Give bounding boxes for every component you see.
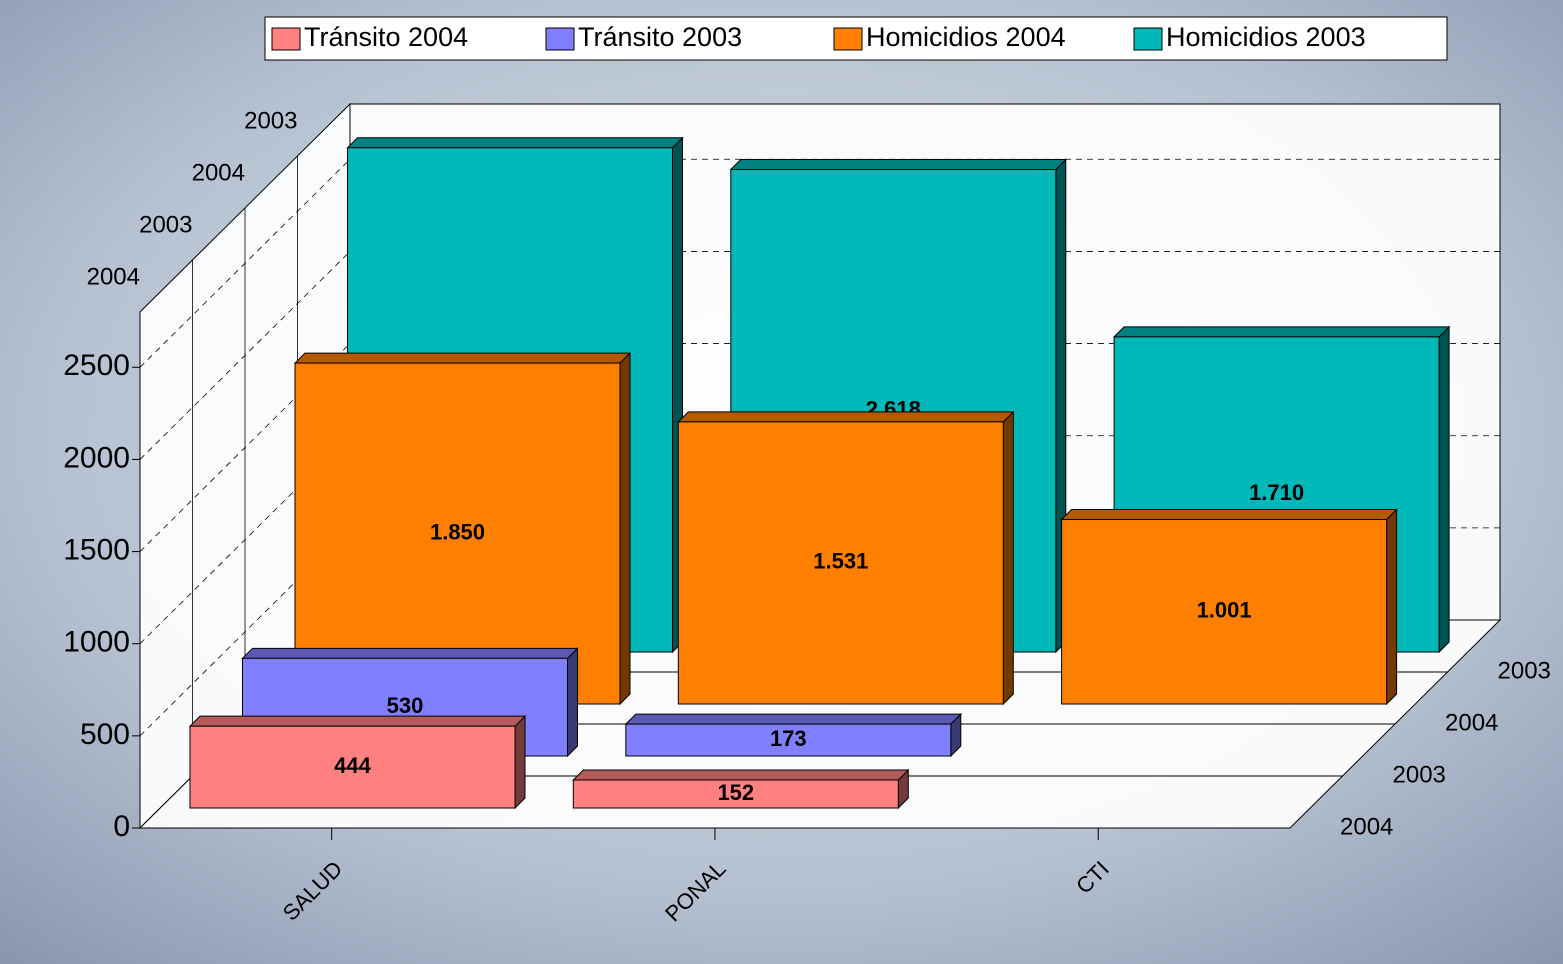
depth-label: 2003 (1393, 761, 1446, 788)
legend-swatch (833, 27, 863, 51)
bar-side (619, 351, 631, 706)
data-label: 152 (717, 780, 754, 805)
data-label: 1.001 (1197, 598, 1252, 623)
bar-top (677, 411, 1015, 423)
data-label: 530 (387, 693, 424, 718)
y-tick-label: 2500 (63, 349, 130, 382)
legend-label: Tránsito 2003 (578, 22, 742, 52)
depth-label: 2003 (139, 211, 192, 238)
bar-top (346, 137, 684, 149)
y-tick-label: 500 (80, 718, 130, 751)
bar-side (567, 647, 578, 758)
bar (294, 362, 621, 705)
depth-label: 2004 (1340, 813, 1393, 840)
data-label: 1.850 (430, 519, 485, 544)
legend-swatch (1133, 27, 1163, 51)
bar-top (624, 713, 963, 725)
depth-label: 2004 (192, 159, 245, 186)
bar-side (514, 714, 526, 810)
bar-top (293, 352, 632, 364)
bar (189, 725, 516, 809)
grid-line (139, 159, 351, 368)
data-label: 1.710 (1249, 480, 1304, 505)
legend-label: Homicidios 2004 (866, 22, 1066, 52)
y-tick-label: 0 (113, 810, 130, 843)
legend-label: Homicidios 2003 (1166, 22, 1366, 52)
bar (572, 779, 899, 809)
y-tick-label: 1000 (63, 626, 130, 659)
bar-side (1438, 325, 1450, 654)
depth-label: 2003 (1498, 657, 1551, 684)
bar-top (241, 647, 579, 659)
bar-top (729, 159, 1068, 171)
legend-label: Tránsito 2004 (304, 22, 468, 52)
bar-side (1386, 508, 1398, 706)
bar (625, 723, 952, 757)
data-label: 173 (770, 726, 807, 751)
bar (1061, 519, 1388, 705)
bar-top (1060, 509, 1398, 521)
bar-top (1112, 326, 1451, 338)
bar-top (572, 769, 910, 781)
depth-label: 2004 (1445, 709, 1498, 736)
legend-swatch (271, 27, 301, 51)
y-tick-label: 1500 (63, 533, 130, 566)
y-tick-label: 2000 (63, 441, 130, 474)
bar-side (1002, 410, 1014, 706)
legend-swatch (545, 27, 575, 51)
depth-label: 2003 (244, 107, 297, 134)
bar (677, 421, 1004, 705)
depth-label: 2004 (87, 263, 140, 290)
grid-line (139, 251, 351, 460)
data-label: 444 (334, 753, 371, 778)
bar-top (188, 715, 527, 727)
data-label: 1.531 (813, 549, 868, 574)
